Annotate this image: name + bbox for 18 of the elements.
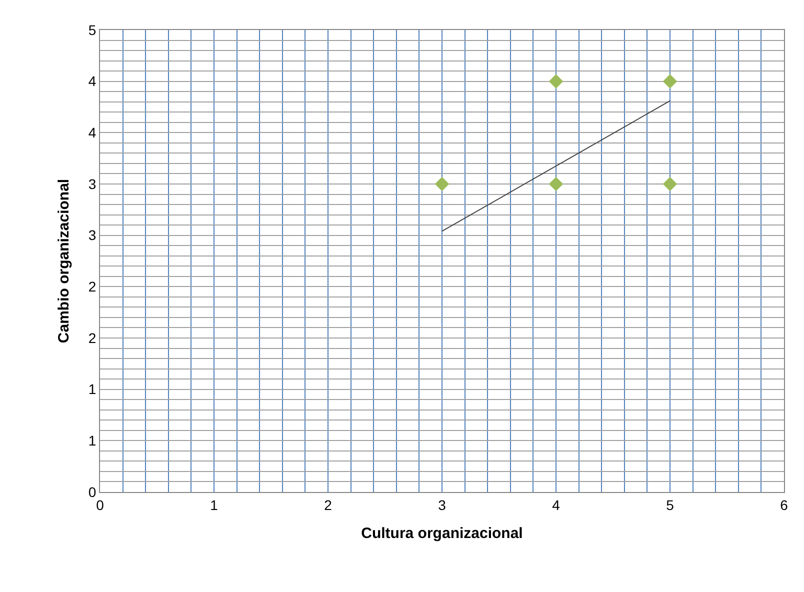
x-tick-label: 5 <box>666 496 674 513</box>
y-tick-label: 3 <box>88 176 96 192</box>
y-tick-label: 4 <box>88 124 96 141</box>
y-axis-title: Cambio organizacional <box>56 178 73 344</box>
y-tick-label: 2 <box>88 330 96 346</box>
y-tick-label: 3 <box>88 227 96 244</box>
x-axis-title: Cultura organizacional <box>361 524 523 542</box>
y-tick-label: 4 <box>88 73 96 90</box>
x-tick-label: 3 <box>438 496 446 513</box>
x-tick-label: 2 <box>324 496 332 513</box>
y-tick-label: 0 <box>88 484 96 500</box>
x-tick-label: 4 <box>552 496 560 513</box>
y-tick-label: 1 <box>88 432 96 449</box>
y-tick-label: 1 <box>88 381 96 398</box>
x-tick-label: 6 <box>780 496 788 513</box>
y-tick-label: 2 <box>88 278 96 295</box>
y-tick-label: 5 <box>88 22 96 38</box>
x-tick-label: 1 <box>210 496 218 513</box>
